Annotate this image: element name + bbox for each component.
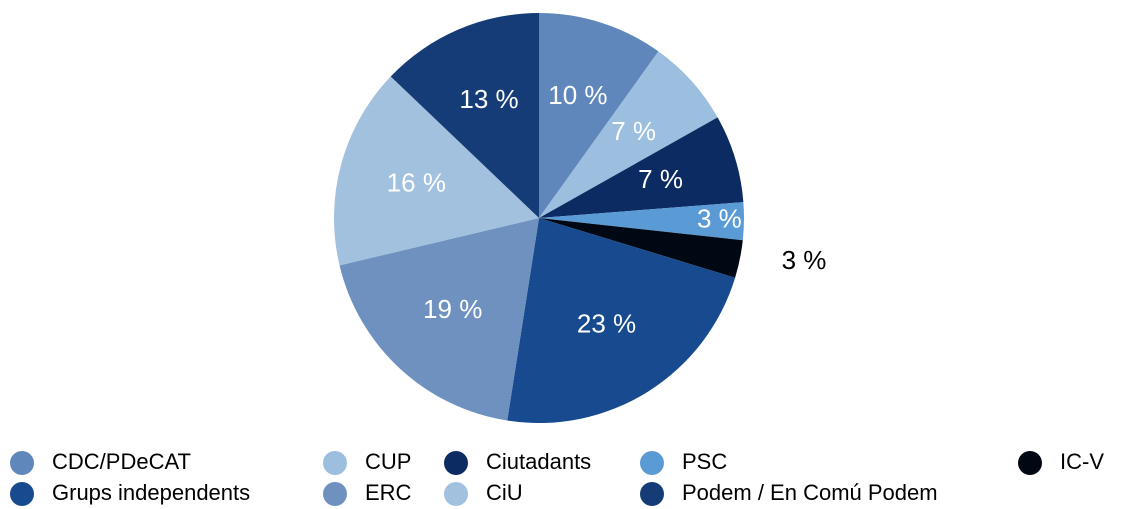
pie-slice	[507, 218, 736, 424]
legend-label: CUP	[365, 449, 411, 474]
legend-label: Podem / En Comú Podem	[682, 480, 938, 505]
legend-swatch	[10, 451, 34, 475]
legend-label: CiU	[486, 480, 523, 505]
slice-label: 3 %	[697, 204, 742, 234]
legend-swatch	[444, 451, 468, 475]
slice-label: 10 %	[548, 80, 607, 110]
slice-label: 16 %	[387, 168, 446, 198]
legend-label: Grups independents	[52, 480, 250, 505]
legend-swatch	[1018, 451, 1042, 475]
pie-slice	[539, 13, 659, 218]
slice-label: 13 %	[459, 84, 518, 114]
legend-swatch	[640, 482, 664, 506]
legend-swatch	[323, 482, 347, 506]
legend-label: ERC	[365, 480, 412, 505]
pie-slice	[390, 13, 539, 218]
pie-slice	[539, 218, 743, 278]
legend-swatch	[444, 482, 468, 506]
legend-label: PSC	[682, 449, 727, 474]
pie-slice	[539, 117, 744, 218]
legend-label: IC-V	[1060, 449, 1104, 474]
pie-slice	[334, 76, 539, 266]
slice-label: 7 %	[611, 116, 656, 146]
slice-label: 3 %	[782, 245, 827, 275]
legend-label: Ciutadants	[486, 449, 591, 474]
pie-slice	[539, 51, 718, 219]
slice-label: 23 %	[577, 309, 636, 339]
slice-label: 7 %	[638, 164, 683, 194]
slice-label: 19 %	[423, 294, 482, 324]
pie-slice	[339, 218, 539, 421]
legend-label: CDC/PDeCAT	[52, 449, 191, 474]
legend-swatch	[640, 451, 664, 475]
legend-swatch	[323, 451, 347, 475]
legend-swatch	[10, 482, 34, 506]
pie-slice	[539, 202, 744, 241]
